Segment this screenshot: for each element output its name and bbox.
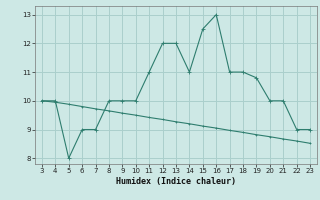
X-axis label: Humidex (Indice chaleur): Humidex (Indice chaleur) — [116, 177, 236, 186]
